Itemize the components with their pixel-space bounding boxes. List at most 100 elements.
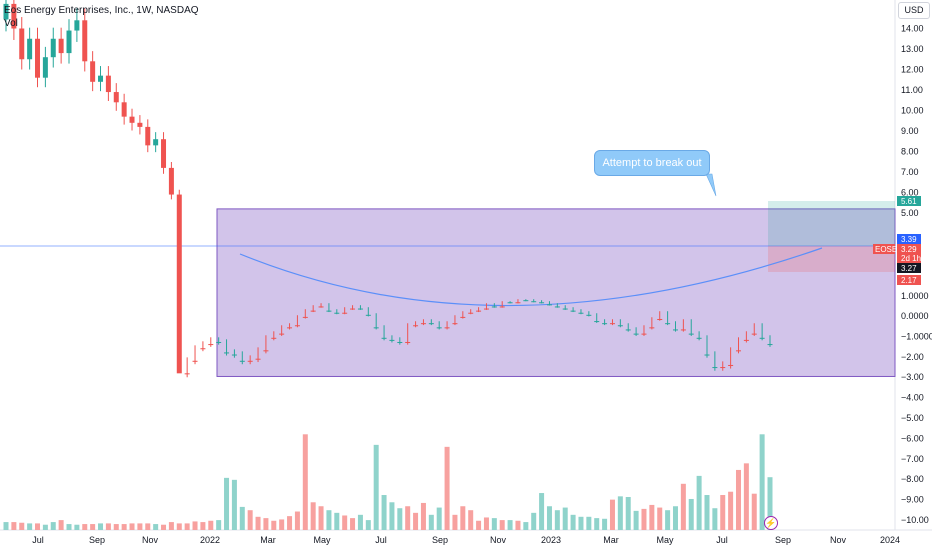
volume-bar — [105, 523, 111, 530]
price-tag — [897, 234, 921, 244]
volume-bar — [688, 498, 694, 530]
volume-bar — [420, 502, 426, 530]
chart-legend: Eos Energy Enterprises, Inc., 1W, NASDAQ… — [4, 4, 199, 30]
volume-bar — [546, 506, 552, 530]
y-tick-label: 12.00 — [901, 65, 924, 75]
volume-bar — [58, 520, 64, 530]
candle-body — [287, 327, 293, 329]
lightning-icon[interactable]: ⚡ — [764, 516, 778, 530]
volume-bar — [113, 524, 119, 530]
x-tick-label: Jul — [716, 535, 728, 545]
volume-bar — [554, 510, 560, 530]
x-tick-label: Mar — [260, 535, 276, 545]
price-tag — [897, 263, 921, 273]
volume-bar — [381, 495, 387, 530]
y-tick-label: −5.00 — [901, 413, 924, 423]
x-tick-label: 2022 — [200, 535, 220, 545]
candle-body — [641, 333, 647, 335]
candle-body — [263, 350, 269, 352]
price-tag-label: 3.39 — [901, 235, 917, 244]
annotation-callout[interactable]: Attempt to break out — [594, 150, 710, 176]
volume-bar — [42, 524, 48, 530]
x-tick-label: Nov — [490, 535, 507, 545]
volume-bar — [633, 510, 639, 530]
volume-bar — [728, 491, 734, 530]
candle-body — [539, 302, 545, 304]
y-tick-label: 10.00 — [901, 106, 924, 116]
price-zone — [216, 208, 896, 377]
candle-body — [302, 316, 308, 318]
price-tag — [897, 253, 921, 263]
volume-bar — [247, 510, 253, 530]
candle-body — [19, 28, 25, 60]
volume-bar — [19, 522, 25, 530]
volume-bar — [586, 516, 592, 530]
candle-body — [318, 306, 324, 308]
candle-body — [216, 341, 222, 343]
candle-body — [121, 102, 127, 117]
volume-bar — [98, 523, 104, 530]
y-tick-label: −3.00 — [901, 372, 924, 382]
candle-body — [50, 38, 56, 58]
y-tick-label: −7.00 — [901, 454, 924, 464]
volume-bar — [680, 483, 686, 530]
candle-body — [735, 350, 741, 352]
volume-bar — [129, 523, 135, 530]
candle-body — [90, 61, 96, 82]
volume-bar — [357, 514, 363, 530]
candle-body — [507, 302, 513, 304]
candle-body — [688, 333, 694, 335]
volume-bar — [665, 510, 671, 530]
candle-body — [82, 20, 88, 62]
candle-body — [105, 75, 111, 93]
volume-bar — [696, 475, 702, 530]
candle-body — [436, 327, 442, 329]
volume-bar — [231, 479, 237, 530]
volume-bar — [176, 523, 182, 530]
y-tick-label: 11.00 — [901, 85, 923, 95]
candle-body — [326, 310, 332, 312]
volume-bar — [11, 522, 17, 530]
currency-button[interactable]: USD — [898, 2, 930, 19]
volume-bar — [428, 514, 434, 530]
candle-body — [728, 364, 734, 366]
candle-body — [696, 337, 702, 339]
volume-bar — [743, 463, 749, 530]
candle-body — [381, 337, 387, 339]
volume-bar — [751, 493, 757, 530]
candle-body — [483, 308, 489, 310]
volume-bar — [216, 520, 222, 530]
volume-bar — [767, 477, 773, 530]
y-tick-label: 0.0000 — [901, 311, 929, 321]
y-tick-label: 14.00 — [901, 24, 924, 34]
volume-bar — [255, 516, 261, 530]
candle-body — [373, 327, 379, 329]
volume-bar — [224, 477, 230, 530]
candle-body — [192, 360, 198, 362]
volume-bar — [523, 522, 529, 530]
candle-body — [334, 312, 340, 314]
x-tick-label: May — [313, 535, 331, 545]
candle-body — [35, 38, 41, 78]
candle-body — [294, 325, 300, 327]
volume-bar — [27, 523, 33, 530]
candle-body — [546, 304, 552, 306]
y-tick-label: 9.00 — [901, 126, 919, 136]
y-tick-label: 7.00 — [901, 167, 919, 177]
candle-body — [672, 329, 678, 331]
candle-body — [665, 323, 671, 325]
volume-bar — [310, 502, 316, 530]
candle-body — [397, 341, 403, 343]
volume-bar — [515, 520, 521, 530]
candle-body — [74, 20, 80, 31]
candle-body — [231, 354, 237, 356]
candle-body — [153, 139, 159, 146]
y-tick-label: −9.00 — [901, 495, 924, 505]
volume-bar — [121, 524, 127, 530]
rounding-bottom-curve — [239, 247, 823, 307]
candle-body — [239, 360, 245, 362]
volume-bar — [460, 506, 466, 530]
price-tag-label: 5.61 — [901, 197, 917, 206]
candle-body — [310, 310, 316, 312]
